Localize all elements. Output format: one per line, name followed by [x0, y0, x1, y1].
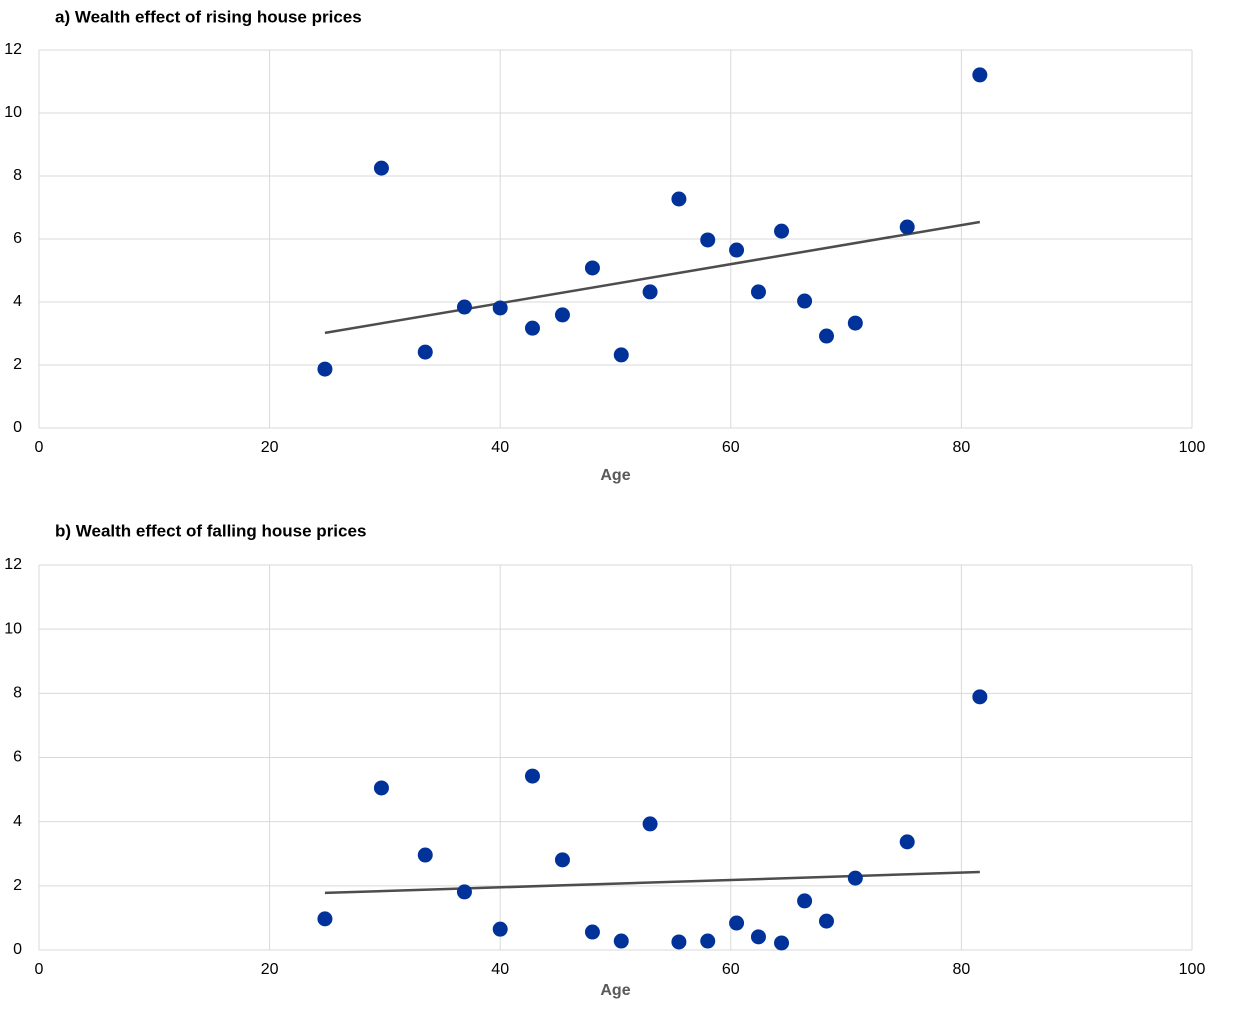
point: [417, 847, 433, 863]
point: [524, 320, 540, 336]
point: [729, 242, 745, 258]
y-tick-label: 10: [4, 104, 22, 121]
x-tick-label: 100: [1179, 961, 1206, 978]
point: [671, 934, 687, 950]
y-tick-label: 12: [4, 556, 22, 573]
y-tick-label: 12: [4, 41, 22, 58]
point: [524, 768, 540, 784]
point: [847, 870, 863, 886]
point: [750, 284, 766, 300]
chart-title: b) Wealth effect of falling house prices: [55, 521, 366, 540]
point: [373, 160, 389, 176]
point: [554, 852, 570, 868]
x-tick-label: 80: [953, 961, 971, 978]
point: [847, 315, 863, 331]
x-axis-title: Age: [600, 982, 630, 999]
y-tick-label: 2: [13, 877, 22, 894]
point: [797, 893, 813, 909]
point: [972, 689, 988, 705]
y-tick-label: 4: [13, 813, 22, 830]
point: [317, 361, 333, 377]
y-tick-label: 4: [13, 293, 22, 310]
x-tick-label: 20: [261, 439, 279, 456]
point: [671, 191, 687, 207]
y-tick-label: 6: [13, 230, 22, 247]
point: [700, 933, 716, 949]
point: [972, 67, 988, 83]
point: [797, 293, 813, 309]
trend-line: [324, 220, 981, 335]
point: [613, 933, 629, 949]
point: [899, 219, 915, 235]
point: [774, 935, 790, 951]
point: [584, 260, 600, 276]
x-tick-label: 40: [491, 961, 509, 978]
point: [700, 232, 716, 248]
y-tick-label: 8: [13, 685, 22, 702]
point: [417, 344, 433, 360]
point: [750, 929, 766, 945]
point: [642, 816, 658, 832]
x-tick-label: 100: [1179, 439, 1206, 456]
point: [613, 347, 629, 363]
point: [818, 913, 834, 929]
y-tick-label: 2: [13, 356, 22, 373]
y-tick-label: 0: [13, 419, 22, 436]
x-tick-label: 40: [491, 439, 509, 456]
point: [373, 780, 389, 796]
point: [492, 300, 508, 316]
point: [729, 915, 745, 931]
point: [584, 924, 600, 940]
y-tick-label: 6: [13, 749, 22, 766]
y-tick-label: 8: [13, 167, 22, 184]
point: [456, 299, 472, 315]
x-tick-label: 0: [35, 961, 44, 978]
x-tick-label: 80: [953, 439, 971, 456]
x-tick-label: 60: [722, 961, 740, 978]
point: [492, 921, 508, 937]
point: [774, 223, 790, 239]
y-tick-label: 10: [4, 620, 22, 637]
point: [554, 307, 570, 323]
x-tick-label: 20: [261, 961, 279, 978]
point: [899, 834, 915, 850]
point: [317, 911, 333, 927]
x-tick-label: 0: [35, 439, 44, 456]
point: [818, 328, 834, 344]
chart-title: a) Wealth effect of rising house prices: [55, 7, 362, 26]
x-tick-label: 60: [722, 439, 740, 456]
y-tick-label: 0: [13, 941, 22, 958]
point: [642, 284, 658, 300]
trend-line: [324, 870, 980, 895]
point: [456, 884, 472, 900]
x-axis-title: Age: [600, 467, 630, 484]
